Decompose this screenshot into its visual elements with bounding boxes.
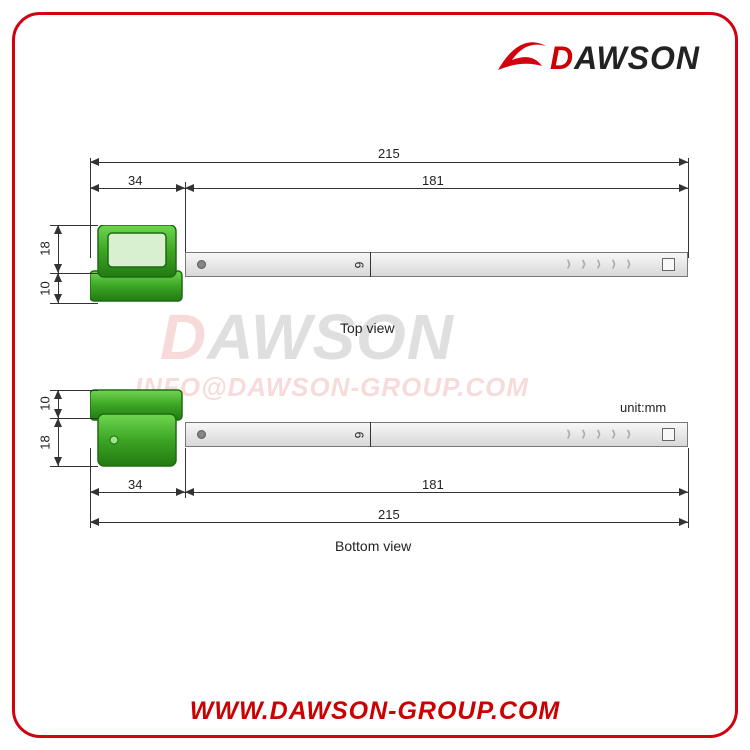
dim-value-10-bot: 10 (38, 396, 53, 410)
dim-arrow (185, 184, 194, 192)
strap-chevron-icon: › (581, 420, 585, 446)
dim-arrow (54, 457, 62, 466)
dim-line-181-bot (185, 492, 688, 493)
dim-value-18-top: 18 (38, 241, 53, 255)
dim-arrow (679, 184, 688, 192)
dim-ext (688, 448, 689, 528)
strap-chevron-icon: › (596, 420, 600, 446)
footer-url-text: WWW.DAWSON-GROUP.COM (190, 697, 560, 725)
watermark-brand: DAWSON (160, 300, 454, 374)
bottom-view-label: Bottom view (335, 538, 411, 554)
dim-value-34-bot: 34 (128, 477, 142, 492)
dim-value-181-top: 181 (422, 173, 444, 188)
seal-head-top (90, 225, 190, 310)
strap-chevron-icon: › (626, 250, 630, 276)
logo-swoosh-icon (492, 30, 548, 86)
dim-ext (370, 422, 371, 447)
strap-sq-hole (662, 428, 675, 441)
unit-label: unit:mm (620, 400, 666, 415)
dim-arrow (679, 158, 688, 166)
strap-chevron-icon: › (566, 250, 570, 276)
dim-line-34-bot (90, 492, 185, 493)
dim-ext (688, 158, 689, 258)
dim-value-181-bot: 181 (422, 477, 444, 492)
dim-value-18-bot: 18 (38, 435, 53, 449)
footer-url: WWW.DAWSON-GROUP.COM (0, 697, 750, 726)
dim-arrow (54, 225, 62, 234)
dim-line-215-bot (90, 522, 688, 523)
dim-arrow (54, 409, 62, 418)
dim-value-34-top: 34 (128, 173, 142, 188)
dim-arrow (90, 158, 99, 166)
top-view-label: Top view (340, 320, 394, 336)
dim-line-215-top (90, 162, 688, 163)
logo-text: DAWSON (550, 40, 700, 77)
dim-arrow (54, 294, 62, 303)
brand-logo: DAWSON (492, 30, 700, 86)
dim-arrow (54, 418, 62, 427)
dim-arrow (54, 273, 62, 282)
strap-sq-hole (662, 258, 675, 271)
logo-letter-d: D (550, 40, 574, 76)
dim-ext (370, 252, 371, 277)
strap-hole (197, 430, 206, 439)
strap-chevron-icon: › (626, 420, 630, 446)
strap-hole (197, 260, 206, 269)
watermark-email: INFO@DAWSON-GROUP.COM (135, 372, 529, 403)
logo-letters-rest: AWSON (574, 40, 700, 76)
dim-line-34 (90, 188, 185, 189)
dim-arrow (54, 264, 62, 273)
dim-arrow (90, 518, 99, 526)
dim-arrow (176, 184, 185, 192)
dim-value-215-bot: 215 (378, 507, 400, 522)
strap-chevron-icon: › (566, 420, 570, 446)
dim-arrow (679, 488, 688, 496)
dim-arrow (54, 390, 62, 399)
dim-line-181 (185, 188, 688, 189)
dim-value-9-bot: 9 (352, 432, 366, 439)
dim-value-9-top: 9 (352, 262, 366, 269)
dim-arrow (90, 184, 99, 192)
dim-arrow (679, 518, 688, 526)
strap-chevron-icon: › (611, 250, 615, 276)
dim-ext (50, 303, 98, 304)
strap-chevron-icon: › (611, 420, 615, 446)
strap-chevron-icon: › (596, 250, 600, 276)
dim-arrow (176, 488, 185, 496)
dim-value-215-top: 215 (378, 146, 400, 161)
seal-head-bottom (90, 388, 190, 473)
dim-arrow (90, 488, 99, 496)
strap-chevron-icon: › (581, 250, 585, 276)
dim-arrow (185, 488, 194, 496)
dim-value-10-top: 10 (38, 281, 53, 295)
